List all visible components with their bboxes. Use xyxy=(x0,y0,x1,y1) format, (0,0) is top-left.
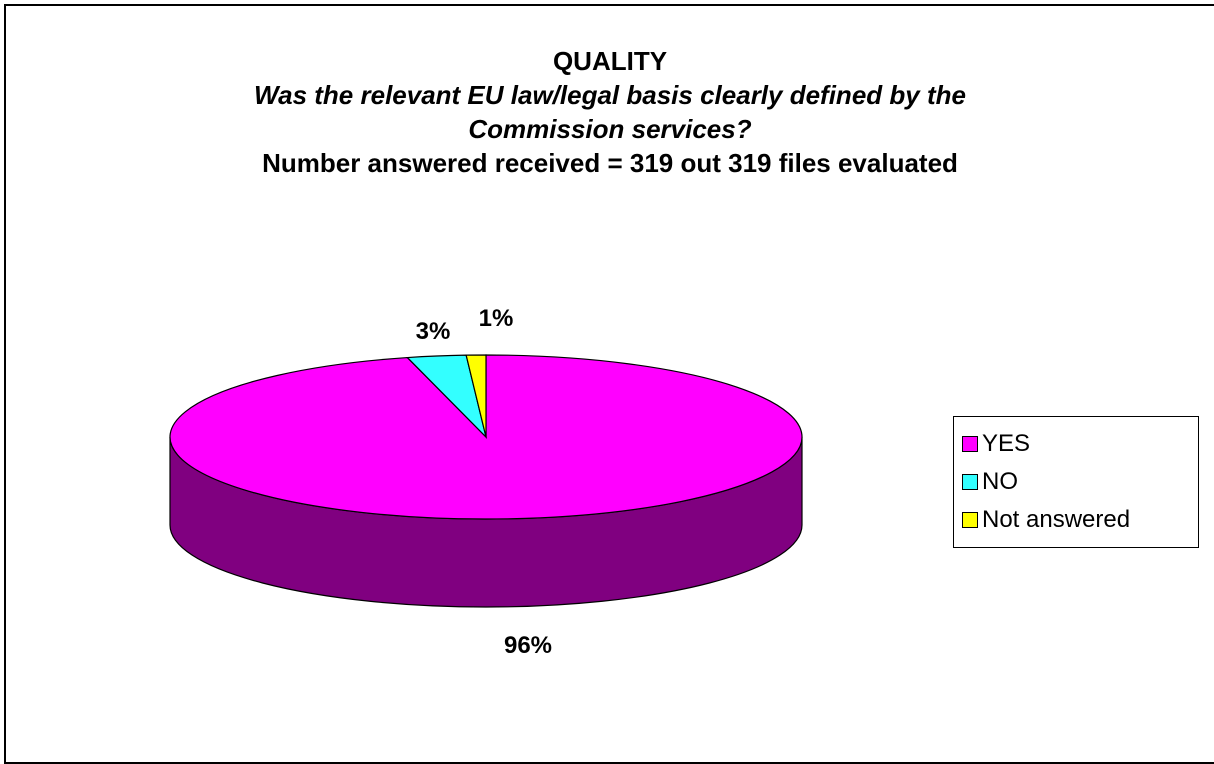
legend-item-yes: YES xyxy=(954,425,1198,463)
chart-subtitle-line-1: Was the relevant EU law/legal basis clea… xyxy=(254,80,966,110)
chart-subtitle-line-2: Commission services? xyxy=(468,114,752,144)
data-label-not-answered: 1% xyxy=(479,305,514,332)
pie-slice-not-answered xyxy=(465,354,487,438)
pie-chart: 96% 3% 1% xyxy=(169,305,803,659)
data-label-yes: 96% xyxy=(504,632,552,659)
legend-label-no: NO xyxy=(982,468,1018,495)
chart-subtitle-count: Number answered received = 319 out 319 f… xyxy=(262,148,958,178)
chart-titles: QUALITY Was the relevant EU law/legal ba… xyxy=(150,44,1070,180)
legend-swatch-no xyxy=(962,474,978,490)
legend-swatch-not-answered xyxy=(962,512,978,528)
data-label-no: 3% xyxy=(416,318,451,345)
legend-label-yes: YES xyxy=(982,430,1031,457)
legend-item-no: NO xyxy=(954,463,1198,501)
legend-label-not-answered: Not answered xyxy=(982,506,1131,533)
legend-item-not-answered: Not answered xyxy=(954,501,1198,539)
chart-title: QUALITY xyxy=(552,46,668,76)
legend-swatch-yes xyxy=(962,436,978,452)
legend: YES NO Not answered xyxy=(953,416,1199,548)
